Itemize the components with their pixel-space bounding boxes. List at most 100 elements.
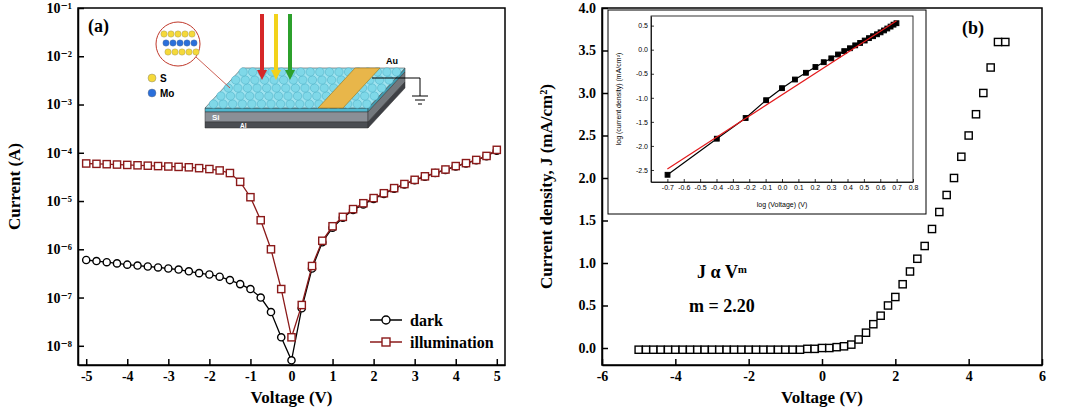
atom bbox=[296, 100, 304, 108]
tick-label: 2 bbox=[371, 369, 378, 384]
atom bbox=[255, 92, 263, 100]
data-point bbox=[752, 346, 759, 353]
tick: 0.0 bbox=[638, 46, 654, 53]
tick-label: 0.3 bbox=[827, 184, 837, 191]
data-point bbox=[842, 49, 847, 54]
sulfur-atom bbox=[170, 40, 176, 46]
tick: -0.1 bbox=[760, 179, 772, 191]
tick: -2 bbox=[204, 359, 216, 384]
tick-mark bbox=[831, 179, 832, 182]
panel-label: (a) bbox=[88, 16, 109, 37]
tick-label: 0.7 bbox=[892, 184, 902, 191]
data-point bbox=[928, 225, 935, 232]
tick-label: 0.5 bbox=[638, 22, 648, 29]
tick-label: -0.1 bbox=[760, 184, 772, 191]
data-point bbox=[694, 346, 701, 353]
tick-mark bbox=[602, 305, 608, 307]
tick-mark bbox=[684, 179, 685, 182]
data-point bbox=[958, 153, 965, 160]
data-point bbox=[206, 165, 213, 172]
au-electrode bbox=[318, 68, 380, 108]
data-point bbox=[226, 276, 233, 283]
tick-mark bbox=[414, 359, 416, 365]
data-point bbox=[821, 60, 826, 65]
data-point bbox=[493, 147, 500, 154]
atom bbox=[257, 100, 265, 108]
x-axis-title: Voltage (V) bbox=[781, 388, 863, 407]
tick-mark bbox=[78, 346, 84, 348]
data-point bbox=[452, 162, 459, 169]
data-point bbox=[642, 346, 649, 353]
atom bbox=[385, 76, 393, 84]
atom bbox=[234, 84, 242, 92]
tick-mark bbox=[168, 359, 170, 365]
data-point bbox=[789, 346, 796, 353]
tick-mark bbox=[782, 179, 783, 182]
tick: 1 bbox=[330, 359, 337, 384]
atom bbox=[226, 92, 234, 100]
light-arrow bbox=[274, 14, 278, 72]
tick: 0.5 bbox=[579, 298, 609, 313]
tick-label: -0.5 bbox=[695, 184, 707, 191]
data-point bbox=[862, 329, 869, 336]
tick-label: -0.4 bbox=[711, 184, 723, 191]
legend-sulfur bbox=[148, 74, 156, 82]
data-point bbox=[391, 185, 398, 192]
tick-label: -2 bbox=[204, 369, 216, 384]
atom bbox=[325, 68, 333, 76]
tick: -2 bbox=[743, 359, 755, 384]
atom bbox=[282, 84, 290, 92]
data-point bbox=[185, 164, 192, 171]
data-point bbox=[672, 346, 679, 353]
tick: 1.0 bbox=[579, 256, 609, 271]
atom bbox=[238, 100, 246, 108]
legend-label: dark bbox=[410, 312, 443, 329]
data-point bbox=[134, 162, 141, 169]
legend-label: illumination bbox=[410, 334, 494, 351]
data-point bbox=[93, 257, 100, 264]
data-point bbox=[829, 56, 834, 61]
data-point bbox=[760, 346, 767, 353]
data-point bbox=[144, 263, 151, 270]
y-axis: 0.00.51.01.52.02.53.03.54.0 bbox=[579, 1, 609, 366]
tick-mark bbox=[766, 179, 767, 182]
data-point bbox=[635, 346, 642, 353]
atom bbox=[262, 84, 270, 92]
tick: 0.5 bbox=[860, 179, 870, 191]
atom bbox=[383, 68, 391, 76]
data-point bbox=[493, 146, 500, 153]
tick-label: 10⁻⁶ bbox=[46, 242, 72, 257]
tick-mark bbox=[848, 179, 849, 182]
atom bbox=[245, 92, 253, 100]
tick-label: 3.0 bbox=[579, 86, 597, 101]
atom bbox=[267, 100, 275, 108]
legend-marker bbox=[382, 316, 390, 324]
tick-mark bbox=[651, 50, 654, 51]
data-point bbox=[780, 86, 785, 91]
atom bbox=[299, 76, 307, 84]
data-point bbox=[818, 344, 825, 351]
data-point bbox=[298, 301, 305, 308]
tick: -4 bbox=[670, 359, 682, 384]
y-axis-title: log (current density) (mA/cm²) bbox=[615, 53, 623, 146]
tick-mark bbox=[602, 178, 608, 180]
tick-mark bbox=[651, 98, 654, 99]
tick: -3 bbox=[163, 359, 175, 384]
data-point bbox=[650, 346, 657, 353]
tick: 4 bbox=[453, 359, 460, 384]
data-point bbox=[134, 262, 141, 269]
tick-label: 10⁻³ bbox=[46, 97, 72, 112]
tick-mark bbox=[822, 359, 824, 365]
atom bbox=[327, 76, 335, 84]
sulfur-atom bbox=[191, 40, 197, 46]
data-point bbox=[980, 89, 987, 96]
al-layer-side bbox=[368, 82, 405, 128]
data-point bbox=[196, 270, 203, 277]
data-point bbox=[716, 346, 723, 353]
atom bbox=[236, 92, 244, 100]
data-point bbox=[278, 334, 285, 341]
data-point bbox=[93, 160, 100, 167]
tick-label: 0.5 bbox=[860, 184, 870, 191]
tick-label: -4 bbox=[122, 369, 134, 384]
data-point bbox=[462, 160, 469, 167]
